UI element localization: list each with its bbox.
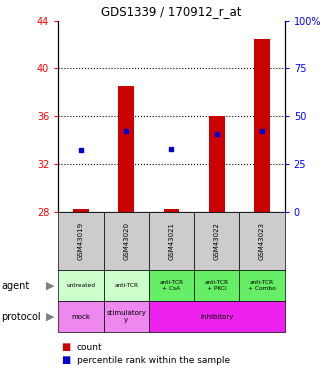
Text: ▶: ▶ xyxy=(46,312,55,322)
Title: GDS1339 / 170912_r_at: GDS1339 / 170912_r_at xyxy=(101,5,242,18)
Bar xyxy=(118,86,134,212)
Text: ▶: ▶ xyxy=(46,280,55,291)
Text: GSM43019: GSM43019 xyxy=(78,222,84,260)
Bar xyxy=(209,116,225,212)
Text: anti-TCR
+ Combo: anti-TCR + Combo xyxy=(248,280,276,291)
Bar xyxy=(254,39,270,212)
Text: agent: agent xyxy=(1,280,29,291)
Bar xyxy=(73,209,89,212)
Text: untreated: untreated xyxy=(66,283,96,288)
Text: anti-TCR: anti-TCR xyxy=(114,283,138,288)
Text: GSM43022: GSM43022 xyxy=(214,222,220,260)
Text: anti-TCR
+ CsA: anti-TCR + CsA xyxy=(160,280,183,291)
Text: mock: mock xyxy=(71,314,91,320)
Bar xyxy=(164,209,179,212)
Text: inhibitory: inhibitory xyxy=(200,314,233,320)
Text: GSM43023: GSM43023 xyxy=(259,222,265,260)
Text: stimulatory
y: stimulatory y xyxy=(106,310,146,323)
Text: count: count xyxy=(77,343,102,352)
Text: protocol: protocol xyxy=(1,312,41,322)
Text: GSM43020: GSM43020 xyxy=(123,222,129,260)
Text: ■: ■ xyxy=(62,342,71,352)
Text: percentile rank within the sample: percentile rank within the sample xyxy=(77,356,230,365)
Text: ■: ■ xyxy=(62,356,71,365)
Text: GSM43021: GSM43021 xyxy=(168,222,174,260)
Text: anti-TCR
+ PKCi: anti-TCR + PKCi xyxy=(205,280,229,291)
